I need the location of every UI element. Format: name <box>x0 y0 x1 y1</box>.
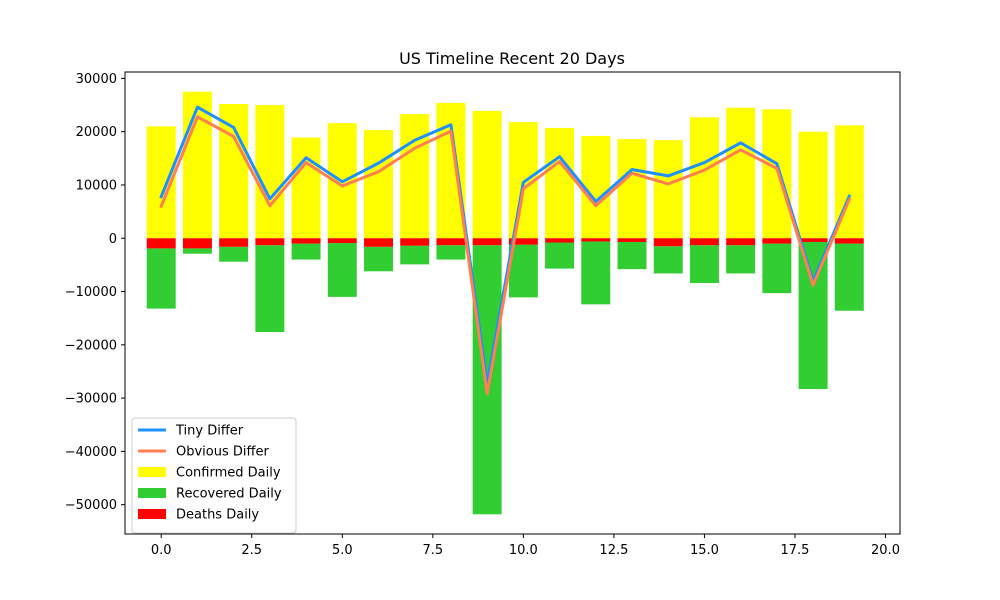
x-tick-label: 17.5 <box>781 543 810 558</box>
deaths-daily-bar <box>472 238 502 246</box>
legend-swatch-recovered-daily <box>138 488 166 498</box>
confirmed-daily-bar <box>472 110 502 239</box>
deaths-daily-bar <box>834 238 864 244</box>
plot-frame <box>124 71 901 535</box>
y-tick-label: 10000 <box>76 178 117 193</box>
confirmed-daily-bar <box>726 107 756 239</box>
recovered-daily-bar <box>762 243 792 294</box>
confirmed-daily-bar <box>364 130 393 239</box>
recovered-daily-bar <box>508 244 538 298</box>
confirmed-daily-bar <box>617 139 647 239</box>
recovered-daily-bar <box>689 245 719 284</box>
legend-label-tiny-differ: Tiny Differ <box>175 424 244 439</box>
recovered-daily-bar <box>617 241 647 270</box>
deaths-daily-bar <box>545 238 575 243</box>
legend: Tiny Differ Obvious Differ Confirmed Daily… <box>131 417 297 534</box>
deaths-daily-bar <box>508 238 538 245</box>
deaths-daily-bar <box>617 238 647 242</box>
deaths-daily-bar <box>364 238 393 247</box>
y-tick-label: 20000 <box>76 125 117 140</box>
confirmed-daily-bar <box>545 127 575 239</box>
deaths-daily-bar <box>581 238 611 242</box>
confirmed-daily-bar <box>255 105 285 239</box>
confirmed-daily-bar <box>581 135 611 239</box>
confirmed-daily-bar <box>291 137 321 239</box>
deaths-daily-bar <box>146 238 176 249</box>
recovered-daily-bar <box>834 243 864 311</box>
recovered-daily-bar <box>436 245 466 260</box>
confirmed-daily-bar <box>219 103 249 239</box>
recovered-daily-bar <box>726 245 756 274</box>
legend-box <box>131 417 297 534</box>
chart-title: US Timeline Recent 20 Days <box>399 49 625 68</box>
legend-label-deaths-daily: Deaths Daily <box>176 508 259 523</box>
x-tick-label: 12.5 <box>599 543 628 558</box>
deaths-daily-bar <box>182 238 212 249</box>
y-tick-label: 30000 <box>76 72 117 87</box>
x-tick-label: 20.0 <box>871 543 900 558</box>
x-tick-label: 0.0 <box>151 543 172 558</box>
deaths-daily-bar <box>436 238 466 246</box>
recovered-daily-bar <box>400 245 430 265</box>
y-tick-label: −40000 <box>65 445 117 460</box>
confirmed-daily-bar <box>798 131 828 239</box>
x-tick-label: 15.0 <box>690 543 719 558</box>
legend-swatch-deaths-daily <box>138 509 166 519</box>
deaths-daily-bar <box>255 238 285 246</box>
recovered-daily-bar <box>653 246 683 274</box>
legend-swatch-confirmed-daily <box>138 467 166 477</box>
recovered-daily-bar <box>327 243 357 297</box>
deaths-daily-bar <box>653 238 683 247</box>
deaths-daily-bar <box>726 238 756 246</box>
legend-label-confirmed-daily: Confirmed Daily <box>176 466 281 481</box>
deaths-daily-bar <box>327 238 357 244</box>
confirmed-daily-bar <box>436 102 466 239</box>
confirmed-daily-bar <box>762 109 792 239</box>
y-tick-label: 0 <box>109 232 117 247</box>
confirmed-daily-bar <box>400 114 430 239</box>
recovered-daily-bar <box>364 246 393 272</box>
recovered-daily-bar <box>182 248 212 254</box>
recovered-daily-bar <box>219 246 249 262</box>
x-tick-label: 2.5 <box>241 543 262 558</box>
recovered-daily-bar <box>798 241 828 390</box>
x-tick-label: 10.0 <box>509 543 538 558</box>
deaths-daily-bar <box>689 238 719 246</box>
recovered-daily-bar <box>146 248 176 309</box>
obvious-differ-line <box>159 115 852 396</box>
deaths-daily-bar <box>798 238 828 242</box>
plot-area <box>146 91 864 515</box>
x-tick-label: 7.5 <box>422 543 443 558</box>
deaths-daily-bar <box>291 238 321 244</box>
confirmed-daily-bar <box>689 117 719 239</box>
recovered-daily-bar <box>291 243 321 260</box>
deaths-daily-bar <box>400 238 430 246</box>
recovered-daily-bar <box>581 241 611 305</box>
x-tick-label: 5.0 <box>332 543 353 558</box>
y-tick-label: −30000 <box>65 392 117 407</box>
recovered-daily-bar <box>545 242 575 269</box>
y-tick-label: −50000 <box>65 498 117 513</box>
y-tick-label: −10000 <box>65 285 117 300</box>
deaths-daily-bar <box>762 238 792 244</box>
y-tick-label: −20000 <box>65 338 117 353</box>
confirmed-daily-bar <box>653 140 683 239</box>
deaths-daily-bar <box>219 238 249 247</box>
legend-label-recovered-daily: Recovered Daily <box>176 487 282 502</box>
legend-label-obvious-differ: Obvious Differ <box>176 445 269 460</box>
recovered-daily-bar <box>255 245 285 333</box>
axes: 0.0 2.5 5.0 7.5 10.0 12.5 15.0 17.5 20.0 30000 200… <box>65 71 901 558</box>
